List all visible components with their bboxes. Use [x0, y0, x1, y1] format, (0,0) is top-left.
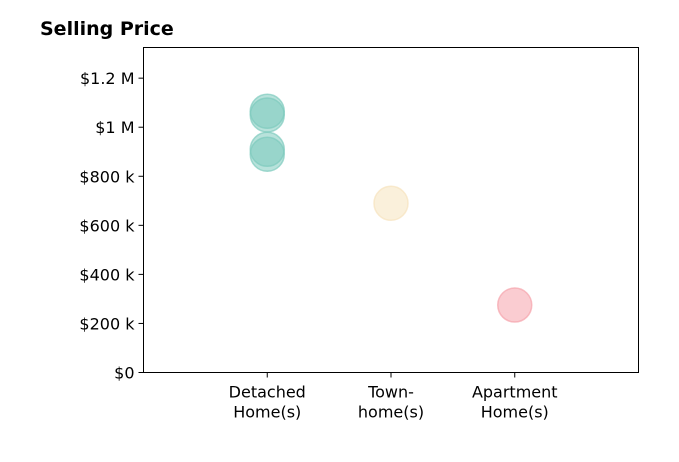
x-axis: Detached Home(s) Town-home(s) Apartment Home…: [229, 372, 558, 422]
y-tick-label: $400 k: [79, 265, 135, 284]
data-point: [249, 97, 285, 133]
y-axis: $0 $200 k $400 k $600 k $800 k $1 M $1.2 M: [79, 69, 144, 383]
y-tick-label: $200 k: [79, 314, 135, 333]
y-tick-label: $800 k: [79, 167, 135, 186]
y-tick-label: $600 k: [79, 216, 135, 235]
x-tick-label: Apartment Home(s): [472, 383, 558, 422]
data-point: [373, 185, 409, 222]
x-tick-label: Detached Home(s): [229, 383, 306, 422]
y-tick-label: $1 M: [95, 118, 134, 137]
data-point: [249, 136, 285, 172]
y-tick-label: $0: [114, 364, 134, 383]
chart-title: Selling Price: [40, 18, 174, 40]
points-layer: [249, 93, 533, 323]
y-tick-label: $1.2 M: [80, 69, 135, 88]
x-tick-label: Town-home(s): [358, 383, 424, 422]
data-point: [497, 287, 533, 323]
